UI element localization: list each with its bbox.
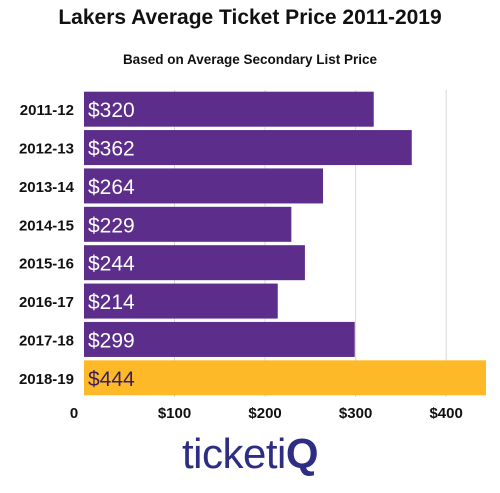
value-label: $299 — [88, 329, 135, 352]
x-tick-label: $200 — [248, 405, 281, 422]
category-label: 2014-15 — [19, 217, 74, 234]
category-labels: 2011-12 2012-13 2013-14 2014-15 2015-16 2016-… — [19, 102, 75, 388]
bar-2011-12 — [84, 91, 374, 127]
bar-2018-19 — [84, 360, 486, 396]
chart-subtitle: Based on Average Secondary List Price — [122, 52, 378, 67]
bar-2016-17 — [84, 283, 278, 319]
value-label: $320 — [88, 99, 135, 122]
value-label: $444 — [88, 368, 135, 391]
logo-text-part1: ticketi — [181, 430, 286, 477]
x-tick-label: $100 — [158, 405, 191, 422]
category-label: 2016-17 — [19, 294, 74, 311]
value-labels: $320 $362 $264 $229 $244 $214 $299 $444 — [88, 99, 135, 391]
value-label: $214 — [88, 291, 135, 314]
bar-2014-15 — [84, 206, 292, 242]
value-label: $244 — [88, 253, 135, 276]
bar-2013-14 — [84, 168, 324, 204]
x-axis-ticks: 0 $100 $200 $300 $400 — [70, 405, 463, 422]
chart-title: Lakers Average Ticket Price 2011-2019 — [58, 6, 442, 29]
category-label: 2018-19 — [19, 371, 74, 388]
bars — [84, 91, 486, 396]
bar-chart: 2011-12 2012-13 2013-14 2014-15 2015-16 2016-… — [19, 90, 486, 422]
x-tick-label: $400 — [429, 405, 462, 422]
x-tick-label: 0 — [70, 405, 78, 422]
value-label: $264 — [88, 176, 135, 199]
logo-text-part2: Q — [285, 430, 319, 477]
value-label: $362 — [88, 138, 135, 161]
x-tick-label: $300 — [339, 405, 372, 422]
ticketiq-logo: ticketiQ — [0, 430, 500, 478]
category-label: 2012-13 — [19, 141, 74, 158]
bar-2012-13 — [84, 130, 412, 166]
value-label: $229 — [88, 214, 135, 237]
bar-2017-18 — [84, 321, 355, 357]
bar-2015-16 — [84, 245, 305, 281]
category-label: 2015-16 — [19, 256, 74, 273]
category-label: 2011-12 — [20, 102, 74, 119]
category-label: 2017-18 — [19, 332, 74, 349]
category-label: 2013-14 — [19, 179, 75, 196]
